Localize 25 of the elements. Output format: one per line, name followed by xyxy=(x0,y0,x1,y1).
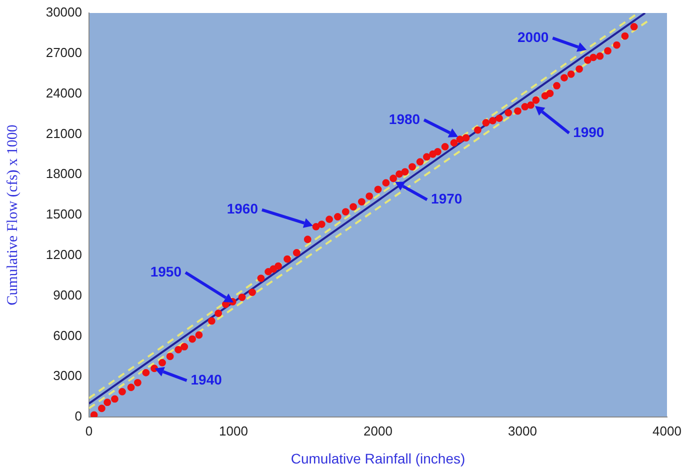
x-tick-label: 4000 xyxy=(652,423,682,438)
y-tick-label: 6000 xyxy=(53,328,82,343)
y-axis-title: Cumulative Flow (cfs) x 1000 xyxy=(4,124,21,306)
annotation: 1950 xyxy=(150,263,182,280)
y-tick-label: 18000 xyxy=(46,166,82,182)
x-axis-title: Cumulative Rainfall (inches) xyxy=(290,450,466,466)
annotation: 1940 xyxy=(190,371,222,388)
y-tick-label: 3000 xyxy=(53,368,82,384)
y-tick-label: 12000 xyxy=(46,246,82,262)
y-tick-label: 9000 xyxy=(53,287,82,302)
y-tick-label: 24000 xyxy=(46,85,82,100)
y-tick-label: 27000 xyxy=(46,44,82,60)
annotation: 1990 xyxy=(573,124,604,140)
y-tick-label: 21000 xyxy=(46,126,82,141)
x-tick-label: 0 xyxy=(85,423,93,438)
annotation: 2000 xyxy=(518,28,549,45)
y-tick-label: 15000 xyxy=(46,206,82,222)
x-tick-label: 1000 xyxy=(219,423,248,438)
y-tick-label: 0 xyxy=(74,408,82,424)
y-tick-label: 30000 xyxy=(46,4,82,20)
x-tick-label: 3000 xyxy=(508,423,537,438)
annotation: 1970 xyxy=(431,190,462,207)
annotation: 1960 xyxy=(226,200,258,217)
annotation: 1980 xyxy=(388,110,420,127)
x-tick-label: 2000 xyxy=(364,423,392,438)
